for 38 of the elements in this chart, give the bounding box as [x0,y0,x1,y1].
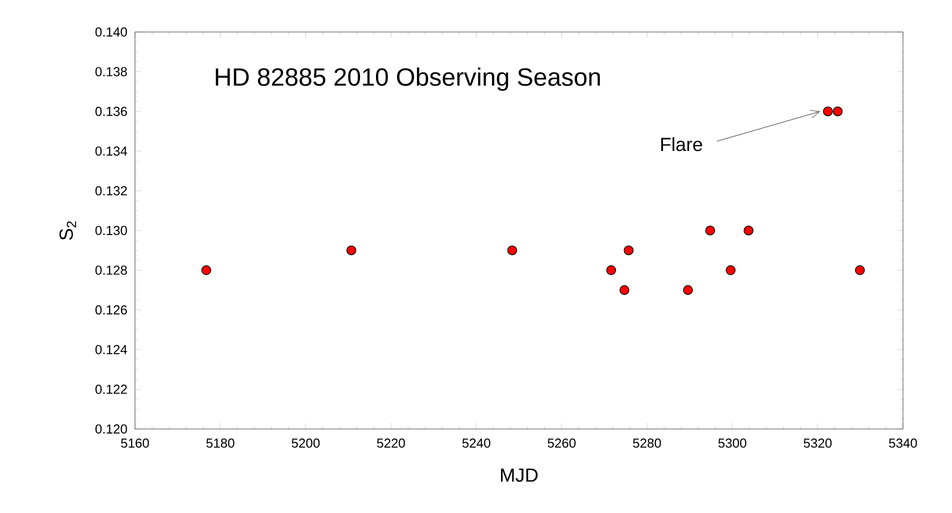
x-tick-label: 5280 [633,438,661,448]
x-tick-label: 5300 [718,438,746,448]
y-tick-label: 0.126 [95,305,127,314]
point [201,265,212,276]
point [832,106,843,116]
x-tick-label: 5320 [804,438,832,448]
point [624,245,634,256]
x-tick-label: 5200 [292,438,320,448]
y-tick-label: 0.128 [95,266,127,275]
x-tick-label: 5340 [889,438,917,448]
y-axis-title: S$_{2}$ [59,221,76,240]
point [606,265,616,276]
point [619,285,630,295]
annotation: Flare [661,137,702,152]
point [823,106,833,116]
x-tick-label: 5220 [377,438,405,448]
y-tick-label: 0.134 [95,146,128,156]
y-tick-label: 0.124 [95,344,128,354]
x-axis-title: MJD [501,468,538,482]
x-tick-label: 5260 [548,438,576,448]
point [683,285,693,295]
y-tick-label: 0.132 [95,186,127,196]
x-tick-label: 5240 [462,438,490,448]
point [507,245,518,256]
y-tick-label: 0.120 [95,424,127,434]
point [346,245,356,256]
point [726,265,736,276]
y-tick-label: 0.138 [95,67,127,76]
y-tick-label: 0.140 [95,27,127,37]
y-tick-label: 0.130 [95,226,127,236]
y-tick-label: 0.136 [95,106,127,116]
point [705,226,716,236]
x-tick-label: 5160 [121,438,149,448]
x-tick-label: 5180 [206,438,234,448]
y-tick-label: 0.122 [95,384,127,394]
point [855,265,865,276]
text: HD 82885 2010 Observing Season [216,68,600,91]
point [744,226,754,236]
